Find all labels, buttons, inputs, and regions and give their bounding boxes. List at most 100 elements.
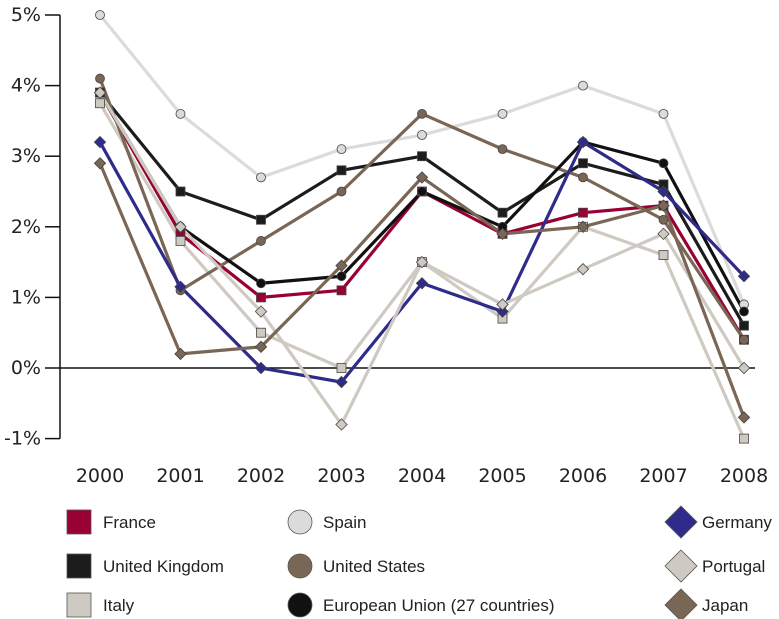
data-point-united-states (739, 334, 749, 345)
legend-marker (66, 592, 92, 618)
data-point-united-states (417, 108, 427, 119)
legend-marker (66, 509, 92, 535)
y-axis-ticks: 5% 4% 3% 2% 1% 0% -1% (4, 4, 60, 450)
data-point-european-union-27-countries (336, 271, 347, 282)
x-tick-label: 2007 (639, 465, 687, 487)
data-point-european-union-27-countries (658, 158, 669, 169)
legend-item-portugal: Portugal (664, 549, 765, 583)
data-point-germany (576, 135, 590, 149)
data-point-spain (336, 144, 347, 155)
legend-item-italy: Italy (66, 592, 135, 618)
x-tick-label: 2008 (720, 465, 768, 487)
data-point-germany (496, 305, 509, 318)
data-point-united-states (336, 186, 347, 197)
y-tick-label: 5% (11, 4, 41, 26)
legend-marker (664, 549, 698, 583)
data-point-germany (737, 270, 751, 283)
y-tick-label: 2% (11, 216, 41, 238)
legend-marker (66, 553, 92, 579)
data-point-spain (578, 80, 588, 91)
data-point-united-states (497, 144, 508, 155)
x-tick-label: 2002 (237, 465, 285, 487)
x-tick-label: 2005 (478, 465, 526, 487)
data-point-italy (739, 433, 749, 444)
data-point-japan (174, 347, 187, 361)
data-point-germany (254, 361, 268, 375)
legend-label: Japan (702, 596, 748, 615)
legend-item-united-kingdom: United Kingdom (66, 553, 224, 579)
data-point-european-union-27-countries (739, 306, 749, 317)
y-tick-label: -1% (4, 428, 41, 450)
series-lines (98, 13, 746, 440)
legend-item-germany: Germany (664, 505, 772, 539)
data-point-japan (93, 157, 107, 170)
data-point-european-union-27-countries (417, 186, 427, 197)
legend-item-spain: Spain (287, 509, 366, 535)
data-point-portugal (496, 298, 509, 311)
x-tick-label: 2006 (559, 465, 607, 487)
data-point-germany (335, 375, 348, 389)
data-point-spain (417, 130, 427, 140)
data-point-united-states (658, 214, 669, 225)
data-point-japan (254, 340, 268, 354)
series-markers (93, 10, 751, 444)
data-point-spain (658, 108, 669, 119)
data-point-united-kingdom (497, 207, 508, 218)
data-point-united-kingdom (739, 320, 749, 331)
legend-label: United Kingdom (103, 557, 224, 576)
legend-marker (287, 553, 313, 579)
x-tick-label: 2001 (156, 465, 204, 487)
data-point-united-kingdom (256, 214, 266, 225)
y-tick-label: 1% (11, 286, 41, 308)
x-tick-label: 2003 (317, 465, 365, 487)
data-point-japan (415, 171, 429, 184)
data-point-italy (658, 250, 669, 260)
data-point-spain (175, 108, 186, 119)
legend-label: Germany (702, 513, 772, 532)
data-point-japan (335, 259, 348, 272)
y-tick-label: 4% (11, 75, 41, 97)
legend-label: European Union (27 countries) (323, 596, 555, 615)
data-point-italy (95, 98, 105, 109)
data-point-united-kingdom (417, 151, 427, 162)
legend-item-france: France (66, 509, 156, 535)
data-point-france (578, 207, 588, 218)
data-point-spain (95, 10, 105, 20)
data-point-japan (576, 220, 590, 233)
data-point-italy (336, 363, 347, 373)
legend-label: Spain (323, 513, 366, 532)
data-point-united-states (578, 172, 588, 183)
legend-marker (287, 592, 313, 618)
data-point-spain (497, 108, 508, 119)
data-point-france (336, 285, 347, 296)
data-point-italy (175, 236, 186, 246)
data-point-portugal (415, 255, 429, 269)
data-point-france (256, 292, 266, 303)
data-point-germany (415, 277, 429, 290)
x-tick-label: 2000 (76, 465, 124, 487)
x-tick-label: 2004 (398, 465, 446, 487)
data-point-portugal (335, 418, 348, 431)
legend-label: Italy (103, 596, 135, 615)
legend-label: United States (323, 557, 425, 576)
data-point-united-kingdom (578, 158, 588, 169)
legend-label: France (103, 513, 156, 532)
x-axis-ticks: 2000 2001 2002 2003 2004 2005 2006 2007 2008 (76, 465, 768, 487)
legend-marker (664, 588, 698, 619)
data-point-japan (496, 227, 509, 241)
y-tick-label: 3% (11, 145, 41, 167)
legend-marker (664, 505, 698, 539)
data-point-european-union-27-countries (256, 278, 266, 289)
data-point-germany (93, 135, 107, 149)
data-point-germany (657, 185, 670, 198)
data-point-portugal (576, 262, 590, 276)
data-point-united-kingdom (175, 186, 186, 197)
legend-item-japan: Japan (664, 588, 748, 619)
data-point-portugal (657, 227, 670, 241)
data-point-united-states (95, 73, 105, 84)
axes (59, 15, 755, 439)
legend-item-european-union-27-countries: European Union (27 countries) (287, 592, 555, 618)
series-line-japan (98, 162, 746, 418)
data-point-portugal (254, 305, 268, 318)
